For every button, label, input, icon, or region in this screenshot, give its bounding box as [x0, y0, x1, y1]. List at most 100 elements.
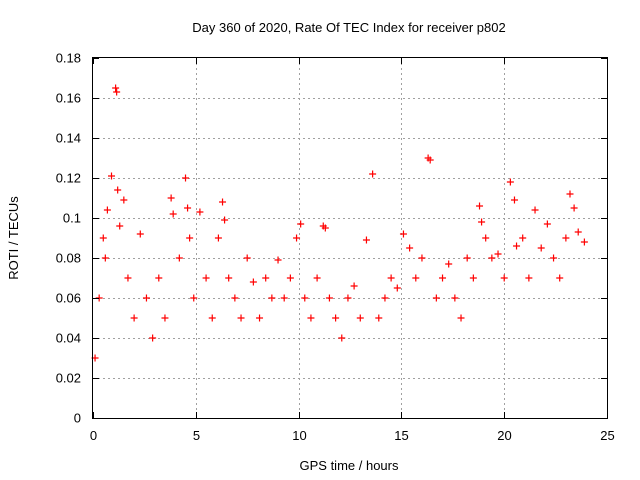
data-point: [219, 198, 227, 206]
data-point: [478, 218, 486, 226]
data-point: [482, 234, 490, 242]
data-point: [332, 314, 340, 322]
data-point: [231, 294, 239, 302]
data-point: [161, 314, 169, 322]
data-point: [202, 274, 210, 282]
data-point: [519, 234, 527, 242]
y-tick-label: 0.06: [56, 291, 81, 306]
data-point: [412, 274, 420, 282]
y-axis-label: ROTI / TECUs: [6, 196, 21, 280]
data-point: [566, 190, 574, 198]
data-point: [169, 210, 177, 218]
data-point: [463, 254, 471, 262]
data-point: [457, 314, 465, 322]
data-point: [274, 256, 282, 264]
plot-frame: [92, 57, 608, 419]
data-points: [91, 84, 588, 362]
data-point: [381, 294, 389, 302]
data-point: [556, 274, 564, 282]
axis-ticks: 0 0.02 0.04 0.06 0.08 0.1 0.12 0.14 0.16 0.18 0 5 10…: [56, 51, 615, 444]
data-point: [488, 254, 496, 262]
data-point: [256, 314, 264, 322]
data-point: [513, 242, 521, 250]
data-point: [399, 230, 407, 238]
data-point: [196, 208, 204, 216]
y-tick-label: 0.08: [56, 251, 81, 266]
data-point: [574, 228, 582, 236]
data-point: [562, 234, 570, 242]
data-point: [175, 254, 183, 262]
data-point: [262, 274, 270, 282]
data-point: [375, 314, 383, 322]
data-point: [350, 282, 358, 290]
data-point: [426, 156, 434, 164]
data-point: [439, 274, 447, 282]
y-tick-label: 0.12: [56, 171, 81, 186]
data-point: [124, 274, 132, 282]
data-point: [451, 294, 459, 302]
data-point: [225, 274, 233, 282]
data-point: [344, 294, 352, 302]
data-point: [476, 202, 484, 210]
data-point: [243, 254, 251, 262]
data-point: [103, 206, 111, 214]
data-point: [268, 294, 276, 302]
data-point: [155, 274, 163, 282]
x-tick-label: 5: [193, 428, 200, 443]
data-point: [362, 236, 370, 244]
data-point: [393, 284, 401, 292]
data-point: [550, 254, 558, 262]
data-point: [112, 84, 120, 92]
data-point: [130, 314, 138, 322]
data-point: [432, 294, 440, 302]
data-point: [190, 294, 198, 302]
data-point: [184, 204, 192, 212]
data-point: [356, 314, 364, 322]
x-tick-label: 20: [497, 428, 511, 443]
data-point: [186, 234, 194, 242]
y-tick-label: 0.02: [56, 371, 81, 386]
data-point: [445, 260, 453, 268]
data-point: [321, 224, 329, 232]
data-point: [101, 254, 109, 262]
data-point: [500, 274, 508, 282]
data-point: [237, 314, 245, 322]
x-axis-label: GPS time / hours: [300, 458, 399, 473]
data-point: [570, 204, 578, 212]
data-point: [293, 234, 301, 242]
data-point: [182, 174, 190, 182]
data-point: [510, 196, 518, 204]
data-point: [120, 196, 128, 204]
data-point: [525, 274, 533, 282]
y-tick-label: 0.1: [63, 211, 81, 226]
data-point: [313, 274, 321, 282]
data-point: [537, 244, 545, 252]
data-point: [113, 88, 121, 96]
x-tick-label: 0: [90, 428, 97, 443]
data-point: [543, 220, 551, 228]
data-point: [286, 274, 294, 282]
y-tick-label: 0.18: [56, 51, 81, 66]
data-point: [369, 170, 377, 178]
data-point: [114, 186, 122, 194]
data-point: [99, 234, 107, 242]
y-tick-label: 0.16: [56, 91, 81, 106]
data-point: [301, 294, 309, 302]
data-point: [208, 314, 216, 322]
data-point: [167, 194, 175, 202]
y-tick-label: 0.14: [56, 131, 81, 146]
data-point: [338, 334, 346, 342]
data-point: [580, 238, 588, 246]
data-point: [494, 250, 502, 258]
x-tick-label: 15: [394, 428, 408, 443]
y-tick-label: 0: [74, 411, 81, 426]
data-point: [108, 172, 116, 180]
data-point: [280, 294, 288, 302]
data-point: [142, 294, 150, 302]
data-point: [531, 206, 539, 214]
data-point: [469, 274, 477, 282]
data-point: [149, 334, 157, 342]
data-point: [387, 274, 395, 282]
